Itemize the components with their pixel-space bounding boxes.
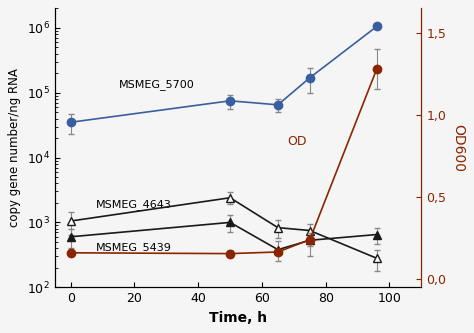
Text: MSMEG_5700: MSMEG_5700 bbox=[118, 80, 194, 91]
X-axis label: Time, h: Time, h bbox=[209, 311, 267, 325]
Text: MSMEG_5439: MSMEG_5439 bbox=[96, 242, 172, 252]
Text: MSMEG_4643: MSMEG_4643 bbox=[96, 199, 172, 210]
Text: OD: OD bbox=[287, 135, 307, 148]
Y-axis label: copy gene number/ng RNA: copy gene number/ng RNA bbox=[9, 68, 21, 227]
Y-axis label: OD600: OD600 bbox=[452, 124, 465, 172]
